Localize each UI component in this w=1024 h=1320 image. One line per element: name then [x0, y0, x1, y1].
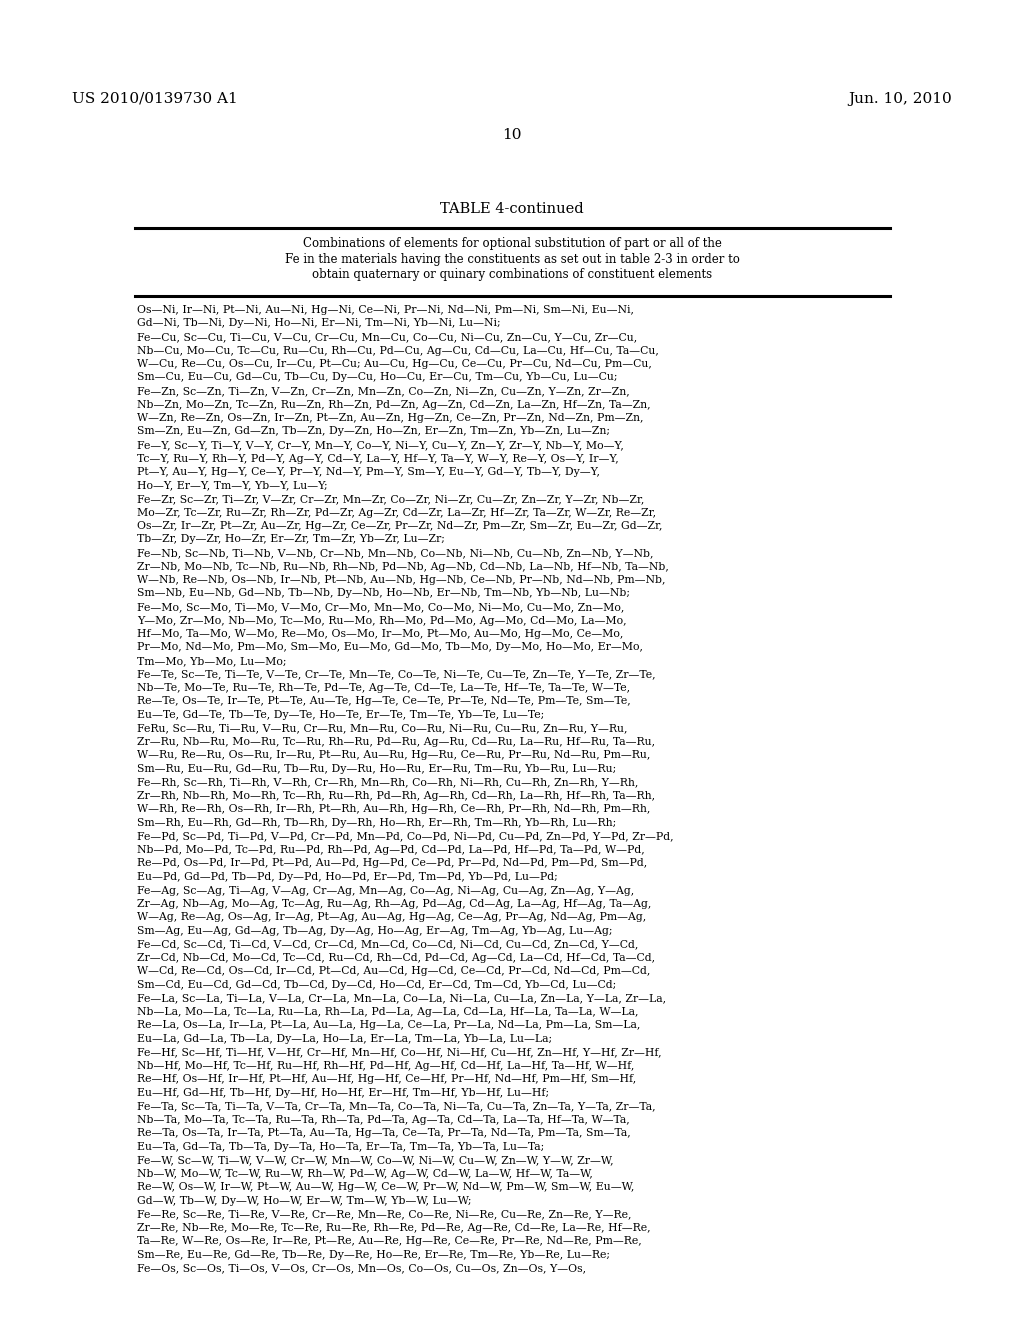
- Text: Eu—Ta, Gd—Ta, Tb—Ta, Dy—Ta, Ho—Ta, Er—Ta, Tm—Ta, Yb—Ta, Lu—Ta;: Eu—Ta, Gd—Ta, Tb—Ta, Dy—Ta, Ho—Ta, Er—Ta…: [137, 1142, 544, 1152]
- Text: 10: 10: [502, 128, 522, 143]
- Text: Sm—Nb, Eu—Nb, Gd—Nb, Tb—Nb, Dy—Nb, Ho—Nb, Er—Nb, Tm—Nb, Yb—Nb, Lu—Nb;: Sm—Nb, Eu—Nb, Gd—Nb, Tb—Nb, Dy—Nb, Ho—Nb…: [137, 589, 630, 598]
- Text: Fe—Te, Sc—Te, Ti—Te, V—Te, Cr—Te, Mn—Te, Co—Te, Ni—Te, Cu—Te, Zn—Te, Y—Te, Zr—Te: Fe—Te, Sc—Te, Ti—Te, V—Te, Cr—Te, Mn—Te,…: [137, 669, 655, 680]
- Text: Pt—Y, Au—Y, Hg—Y, Ce—Y, Pr—Y, Nd—Y, Pm—Y, Sm—Y, Eu—Y, Gd—Y, Tb—Y, Dy—Y,: Pt—Y, Au—Y, Hg—Y, Ce—Y, Pr—Y, Nd—Y, Pm—Y…: [137, 467, 600, 477]
- Text: Ho—Y, Er—Y, Tm—Y, Yb—Y, Lu—Y;: Ho—Y, Er—Y, Tm—Y, Yb—Y, Lu—Y;: [137, 480, 328, 491]
- Text: W—Rh, Re—Rh, Os—Rh, Ir—Rh, Pt—Rh, Au—Rh, Hg—Rh, Ce—Rh, Pr—Rh, Nd—Rh, Pm—Rh,: W—Rh, Re—Rh, Os—Rh, Ir—Rh, Pt—Rh, Au—Rh,…: [137, 804, 650, 814]
- Text: Gd—Ni, Tb—Ni, Dy—Ni, Ho—Ni, Er—Ni, Tm—Ni, Yb—Ni, Lu—Ni;: Gd—Ni, Tb—Ni, Dy—Ni, Ho—Ni, Er—Ni, Tm—Ni…: [137, 318, 501, 329]
- Text: Nb—Ta, Mo—Ta, Tc—Ta, Ru—Ta, Rh—Ta, Pd—Ta, Ag—Ta, Cd—Ta, La—Ta, Hf—Ta, W—Ta,: Nb—Ta, Mo—Ta, Tc—Ta, Ru—Ta, Rh—Ta, Pd—Ta…: [137, 1115, 630, 1125]
- Text: Fe—Nb, Sc—Nb, Ti—Nb, V—Nb, Cr—Nb, Mn—Nb, Co—Nb, Ni—Nb, Cu—Nb, Zn—Nb, Y—Nb,: Fe—Nb, Sc—Nb, Ti—Nb, V—Nb, Cr—Nb, Mn—Nb,…: [137, 548, 653, 558]
- Text: Gd—W, Tb—W, Dy—W, Ho—W, Er—W, Tm—W, Yb—W, Lu—W;: Gd—W, Tb—W, Dy—W, Ho—W, Er—W, Tm—W, Yb—W…: [137, 1196, 471, 1206]
- Text: Tb—Zr, Dy—Zr, Ho—Zr, Er—Zr, Tm—Zr, Yb—Zr, Lu—Zr;: Tb—Zr, Dy—Zr, Ho—Zr, Er—Zr, Tm—Zr, Yb—Zr…: [137, 535, 444, 544]
- Text: Eu—La, Gd—La, Tb—La, Dy—La, Ho—La, Er—La, Tm—La, Yb—La, Lu—La;: Eu—La, Gd—La, Tb—La, Dy—La, Ho—La, Er—La…: [137, 1034, 552, 1044]
- Text: Zr—Re, Nb—Re, Mo—Re, Tc—Re, Ru—Re, Rh—Re, Pd—Re, Ag—Re, Cd—Re, La—Re, Hf—Re,: Zr—Re, Nb—Re, Mo—Re, Tc—Re, Ru—Re, Rh—Re…: [137, 1224, 650, 1233]
- Text: Sm—Zn, Eu—Zn, Gd—Zn, Tb—Zn, Dy—Zn, Ho—Zn, Er—Zn, Tm—Zn, Yb—Zn, Lu—Zn;: Sm—Zn, Eu—Zn, Gd—Zn, Tb—Zn, Dy—Zn, Ho—Zn…: [137, 426, 610, 437]
- Text: Mo—Zr, Tc—Zr, Ru—Zr, Rh—Zr, Pd—Zr, Ag—Zr, Cd—Zr, La—Zr, Hf—Zr, Ta—Zr, W—Zr, Re—Z: Mo—Zr, Tc—Zr, Ru—Zr, Rh—Zr, Pd—Zr, Ag—Zr…: [137, 507, 656, 517]
- Text: Sm—Ru, Eu—Ru, Gd—Ru, Tb—Ru, Dy—Ru, Ho—Ru, Er—Ru, Tm—Ru, Yb—Ru, Lu—Ru;: Sm—Ru, Eu—Ru, Gd—Ru, Tb—Ru, Dy—Ru, Ho—Ru…: [137, 764, 616, 774]
- Text: Pr—Mo, Nd—Mo, Pm—Mo, Sm—Mo, Eu—Mo, Gd—Mo, Tb—Mo, Dy—Mo, Ho—Mo, Er—Mo,: Pr—Mo, Nd—Mo, Pm—Mo, Sm—Mo, Eu—Mo, Gd—Mo…: [137, 643, 643, 652]
- Text: Fe—La, Sc—La, Ti—La, V—La, Cr—La, Mn—La, Co—La, Ni—La, Cu—La, Zn—La, Y—La, Zr—La: Fe—La, Sc—La, Ti—La, V—La, Cr—La, Mn—La,…: [137, 994, 667, 1003]
- Text: Fe—Ta, Sc—Ta, Ti—Ta, V—Ta, Cr—Ta, Mn—Ta, Co—Ta, Ni—Ta, Cu—Ta, Zn—Ta, Y—Ta, Zr—Ta: Fe—Ta, Sc—Ta, Ti—Ta, V—Ta, Cr—Ta, Mn—Ta,…: [137, 1101, 655, 1111]
- Text: Re—W, Os—W, Ir—W, Pt—W, Au—W, Hg—W, Ce—W, Pr—W, Nd—W, Pm—W, Sm—W, Eu—W,: Re—W, Os—W, Ir—W, Pt—W, Au—W, Hg—W, Ce—W…: [137, 1183, 635, 1192]
- Text: Os—Ni, Ir—Ni, Pt—Ni, Au—Ni, Hg—Ni, Ce—Ni, Pr—Ni, Nd—Ni, Pm—Ni, Sm—Ni, Eu—Ni,: Os—Ni, Ir—Ni, Pt—Ni, Au—Ni, Hg—Ni, Ce—Ni…: [137, 305, 634, 315]
- Text: Fe—Mo, Sc—Mo, Ti—Mo, V—Mo, Cr—Mo, Mn—Mo, Co—Mo, Ni—Mo, Cu—Mo, Zn—Mo,: Fe—Mo, Sc—Mo, Ti—Mo, V—Mo, Cr—Mo, Mn—Mo,…: [137, 602, 625, 612]
- Text: Re—Ta, Os—Ta, Ir—Ta, Pt—Ta, Au—Ta, Hg—Ta, Ce—Ta, Pr—Ta, Nd—Ta, Pm—Ta, Sm—Ta,: Re—Ta, Os—Ta, Ir—Ta, Pt—Ta, Au—Ta, Hg—Ta…: [137, 1129, 631, 1138]
- Text: W—Zn, Re—Zn, Os—Zn, Ir—Zn, Pt—Zn, Au—Zn, Hg—Zn, Ce—Zn, Pr—Zn, Nd—Zn, Pm—Zn,: W—Zn, Re—Zn, Os—Zn, Ir—Zn, Pt—Zn, Au—Zn,…: [137, 413, 643, 422]
- Text: W—Nb, Re—Nb, Os—Nb, Ir—Nb, Pt—Nb, Au—Nb, Hg—Nb, Ce—Nb, Pr—Nb, Nd—Nb, Pm—Nb,: W—Nb, Re—Nb, Os—Nb, Ir—Nb, Pt—Nb, Au—Nb,…: [137, 576, 666, 585]
- Text: Nb—Cu, Mo—Cu, Tc—Cu, Ru—Cu, Rh—Cu, Pd—Cu, Ag—Cu, Cd—Cu, La—Cu, Hf—Cu, Ta—Cu,: Nb—Cu, Mo—Cu, Tc—Cu, Ru—Cu, Rh—Cu, Pd—Cu…: [137, 346, 658, 355]
- Text: TABLE 4-continued: TABLE 4-continued: [440, 202, 584, 216]
- Text: obtain quaternary or quinary combinations of constituent elements: obtain quaternary or quinary combination…: [312, 268, 712, 281]
- Text: Fe—Zr, Sc—Zr, Ti—Zr, V—Zr, Cr—Zr, Mn—Zr, Co—Zr, Ni—Zr, Cu—Zr, Zn—Zr, Y—Zr, Nb—Zr: Fe—Zr, Sc—Zr, Ti—Zr, V—Zr, Cr—Zr, Mn—Zr,…: [137, 494, 644, 504]
- Text: Re—Hf, Os—Hf, Ir—Hf, Pt—Hf, Au—Hf, Hg—Hf, Ce—Hf, Pr—Hf, Nd—Hf, Pm—Hf, Sm—Hf,: Re—Hf, Os—Hf, Ir—Hf, Pt—Hf, Au—Hf, Hg—Hf…: [137, 1074, 636, 1085]
- Text: Sm—Re, Eu—Re, Gd—Re, Tb—Re, Dy—Re, Ho—Re, Er—Re, Tm—Re, Yb—Re, Lu—Re;: Sm—Re, Eu—Re, Gd—Re, Tb—Re, Dy—Re, Ho—Re…: [137, 1250, 610, 1261]
- Text: Nb—W, Mo—W, Tc—W, Ru—W, Rh—W, Pd—W, Ag—W, Cd—W, La—W, Hf—W, Ta—W,: Nb—W, Mo—W, Tc—W, Ru—W, Rh—W, Pd—W, Ag—W…: [137, 1170, 593, 1179]
- Text: Sm—Ag, Eu—Ag, Gd—Ag, Tb—Ag, Dy—Ag, Ho—Ag, Er—Ag, Tm—Ag, Yb—Ag, Lu—Ag;: Sm—Ag, Eu—Ag, Gd—Ag, Tb—Ag, Dy—Ag, Ho—Ag…: [137, 927, 612, 936]
- Text: Nb—Te, Mo—Te, Ru—Te, Rh—Te, Pd—Te, Ag—Te, Cd—Te, La—Te, Hf—Te, Ta—Te, W—Te,: Nb—Te, Mo—Te, Ru—Te, Rh—Te, Pd—Te, Ag—Te…: [137, 682, 630, 693]
- Text: Ta—Re, W—Re, Os—Re, Ir—Re, Pt—Re, Au—Re, Hg—Re, Ce—Re, Pr—Re, Nd—Re, Pm—Re,: Ta—Re, W—Re, Os—Re, Ir—Re, Pt—Re, Au—Re,…: [137, 1237, 642, 1246]
- Text: Sm—Rh, Eu—Rh, Gd—Rh, Tb—Rh, Dy—Rh, Ho—Rh, Er—Rh, Tm—Rh, Yb—Rh, Lu—Rh;: Sm—Rh, Eu—Rh, Gd—Rh, Tb—Rh, Dy—Rh, Ho—Rh…: [137, 818, 616, 828]
- Text: Eu—Pd, Gd—Pd, Tb—Pd, Dy—Pd, Ho—Pd, Er—Pd, Tm—Pd, Yb—Pd, Lu—Pd;: Eu—Pd, Gd—Pd, Tb—Pd, Dy—Pd, Ho—Pd, Er—Pd…: [137, 873, 558, 882]
- Text: Nb—Zn, Mo—Zn, Tc—Zn, Ru—Zn, Rh—Zn, Pd—Zn, Ag—Zn, Cd—Zn, La—Zn, Hf—Zn, Ta—Zn,: Nb—Zn, Mo—Zn, Tc—Zn, Ru—Zn, Rh—Zn, Pd—Zn…: [137, 400, 650, 409]
- Text: Fe—Zn, Sc—Zn, Ti—Zn, V—Zn, Cr—Zn, Mn—Zn, Co—Zn, Ni—Zn, Cu—Zn, Y—Zn, Zr—Zn,: Fe—Zn, Sc—Zn, Ti—Zn, V—Zn, Cr—Zn, Mn—Zn,…: [137, 385, 630, 396]
- Text: Sm—Cd, Eu—Cd, Gd—Cd, Tb—Cd, Dy—Cd, Ho—Cd, Er—Cd, Tm—Cd, Yb—Cd, Lu—Cd;: Sm—Cd, Eu—Cd, Gd—Cd, Tb—Cd, Dy—Cd, Ho—Cd…: [137, 979, 616, 990]
- Text: Fe—Hf, Sc—Hf, Ti—Hf, V—Hf, Cr—Hf, Mn—Hf, Co—Hf, Ni—Hf, Cu—Hf, Zn—Hf, Y—Hf, Zr—Hf: Fe—Hf, Sc—Hf, Ti—Hf, V—Hf, Cr—Hf, Mn—Hf,…: [137, 1048, 662, 1057]
- Text: Fe—Cd, Sc—Cd, Ti—Cd, V—Cd, Cr—Cd, Mn—Cd, Co—Cd, Ni—Cd, Cu—Cd, Zn—Cd, Y—Cd,: Fe—Cd, Sc—Cd, Ti—Cd, V—Cd, Cr—Cd, Mn—Cd,…: [137, 940, 638, 949]
- Text: Zr—Ru, Nb—Ru, Mo—Ru, Tc—Ru, Rh—Ru, Pd—Ru, Ag—Ru, Cd—Ru, La—Ru, Hf—Ru, Ta—Ru,: Zr—Ru, Nb—Ru, Mo—Ru, Tc—Ru, Rh—Ru, Pd—Ru…: [137, 737, 655, 747]
- Text: Fe—Ag, Sc—Ag, Ti—Ag, V—Ag, Cr—Ag, Mn—Ag, Co—Ag, Ni—Ag, Cu—Ag, Zn—Ag, Y—Ag,: Fe—Ag, Sc—Ag, Ti—Ag, V—Ag, Cr—Ag, Mn—Ag,…: [137, 886, 634, 895]
- Text: W—Ru, Re—Ru, Os—Ru, Ir—Ru, Pt—Ru, Au—Ru, Hg—Ru, Ce—Ru, Pr—Ru, Nd—Ru, Pm—Ru,: W—Ru, Re—Ru, Os—Ru, Ir—Ru, Pt—Ru, Au—Ru,…: [137, 751, 650, 760]
- Text: Hf—Mo, Ta—Mo, W—Mo, Re—Mo, Os—Mo, Ir—Mo, Pt—Mo, Au—Mo, Hg—Mo, Ce—Mo,: Hf—Mo, Ta—Mo, W—Mo, Re—Mo, Os—Mo, Ir—Mo,…: [137, 630, 624, 639]
- Text: Fe—Pd, Sc—Pd, Ti—Pd, V—Pd, Cr—Pd, Mn—Pd, Co—Pd, Ni—Pd, Cu—Pd, Zn—Pd, Y—Pd, Zr—Pd: Fe—Pd, Sc—Pd, Ti—Pd, V—Pd, Cr—Pd, Mn—Pd,…: [137, 832, 674, 842]
- Text: W—Ag, Re—Ag, Os—Ag, Ir—Ag, Pt—Ag, Au—Ag, Hg—Ag, Ce—Ag, Pr—Ag, Nd—Ag, Pm—Ag,: W—Ag, Re—Ag, Os—Ag, Ir—Ag, Pt—Ag, Au—Ag,…: [137, 912, 646, 923]
- Text: Fe—W, Sc—W, Ti—W, V—W, Cr—W, Mn—W, Co—W, Ni—W, Cu—W, Zn—W, Y—W, Zr—W,: Fe—W, Sc—W, Ti—W, V—W, Cr—W, Mn—W, Co—W,…: [137, 1155, 613, 1166]
- Text: Nb—La, Mo—La, Tc—La, Ru—La, Rh—La, Pd—La, Ag—La, Cd—La, Hf—La, Ta—La, W—La,: Nb—La, Mo—La, Tc—La, Ru—La, Rh—La, Pd—La…: [137, 1007, 639, 1016]
- Text: Eu—Te, Gd—Te, Tb—Te, Dy—Te, Ho—Te, Er—Te, Tm—Te, Yb—Te, Lu—Te;: Eu—Te, Gd—Te, Tb—Te, Dy—Te, Ho—Te, Er—Te…: [137, 710, 544, 719]
- Text: Fe—Y, Sc—Y, Ti—Y, V—Y, Cr—Y, Mn—Y, Co—Y, Ni—Y, Cu—Y, Zn—Y, Zr—Y, Nb—Y, Mo—Y,: Fe—Y, Sc—Y, Ti—Y, V—Y, Cr—Y, Mn—Y, Co—Y,…: [137, 440, 624, 450]
- Text: Fe—Rh, Sc—Rh, Ti—Rh, V—Rh, Cr—Rh, Mn—Rh, Co—Rh, Ni—Rh, Cu—Rh, Zn—Rh, Y—Rh,: Fe—Rh, Sc—Rh, Ti—Rh, V—Rh, Cr—Rh, Mn—Rh,…: [137, 777, 638, 788]
- Text: Fe—Cu, Sc—Cu, Ti—Cu, V—Cu, Cr—Cu, Mn—Cu, Co—Cu, Ni—Cu, Zn—Cu, Y—Cu, Zr—Cu,: Fe—Cu, Sc—Cu, Ti—Cu, V—Cu, Cr—Cu, Mn—Cu,…: [137, 333, 637, 342]
- Text: W—Cu, Re—Cu, Os—Cu, Ir—Cu, Pt—Cu; Au—Cu, Hg—Cu, Ce—Cu, Pr—Cu, Nd—Cu, Pm—Cu,: W—Cu, Re—Cu, Os—Cu, Ir—Cu, Pt—Cu; Au—Cu,…: [137, 359, 652, 370]
- Text: Os—Zr, Ir—Zr, Pt—Zr, Au—Zr, Hg—Zr, Ce—Zr, Pr—Zr, Nd—Zr, Pm—Zr, Sm—Zr, Eu—Zr, Gd—: Os—Zr, Ir—Zr, Pt—Zr, Au—Zr, Hg—Zr, Ce—Zr…: [137, 521, 663, 531]
- Text: Zr—Rh, Nb—Rh, Mo—Rh, Tc—Rh, Ru—Rh, Pd—Rh, Ag—Rh, Cd—Rh, La—Rh, Hf—Rh, Ta—Rh,: Zr—Rh, Nb—Rh, Mo—Rh, Tc—Rh, Ru—Rh, Pd—Rh…: [137, 791, 655, 801]
- Text: Nb—Hf, Mo—Hf, Tc—Hf, Ru—Hf, Rh—Hf, Pd—Hf, Ag—Hf, Cd—Hf, La—Hf, Ta—Hf, W—Hf,: Nb—Hf, Mo—Hf, Tc—Hf, Ru—Hf, Rh—Hf, Pd—Hf…: [137, 1061, 635, 1071]
- Text: Tc—Y, Ru—Y, Rh—Y, Pd—Y, Ag—Y, Cd—Y, La—Y, Hf—Y, Ta—Y, W—Y, Re—Y, Os—Y, Ir—Y,: Tc—Y, Ru—Y, Rh—Y, Pd—Y, Ag—Y, Cd—Y, La—Y…: [137, 454, 618, 463]
- Text: Re—Te, Os—Te, Ir—Te, Pt—Te, Au—Te, Hg—Te, Ce—Te, Pr—Te, Nd—Te, Pm—Te, Sm—Te,: Re—Te, Os—Te, Ir—Te, Pt—Te, Au—Te, Hg—Te…: [137, 697, 631, 706]
- Text: Combinations of elements for optional substitution of part or all of the: Combinations of elements for optional su…: [302, 238, 722, 249]
- Text: Re—Pd, Os—Pd, Ir—Pd, Pt—Pd, Au—Pd, Hg—Pd, Ce—Pd, Pr—Pd, Nd—Pd, Pm—Pd, Sm—Pd,: Re—Pd, Os—Pd, Ir—Pd, Pt—Pd, Au—Pd, Hg—Pd…: [137, 858, 647, 869]
- Text: Re—La, Os—La, Ir—La, Pt—La, Au—La, Hg—La, Ce—La, Pr—La, Nd—La, Pm—La, Sm—La,: Re—La, Os—La, Ir—La, Pt—La, Au—La, Hg—La…: [137, 1020, 640, 1031]
- Text: Tm—Mo, Yb—Mo, Lu—Mo;: Tm—Mo, Yb—Mo, Lu—Mo;: [137, 656, 287, 667]
- Text: Jun. 10, 2010: Jun. 10, 2010: [848, 92, 952, 106]
- Text: Fe—Os, Sc—Os, Ti—Os, V—Os, Cr—Os, Mn—Os, Co—Os, Cu—Os, Zn—Os, Y—Os,: Fe—Os, Sc—Os, Ti—Os, V—Os, Cr—Os, Mn—Os,…: [137, 1263, 586, 1274]
- Text: US 2010/0139730 A1: US 2010/0139730 A1: [72, 92, 238, 106]
- Text: Fe in the materials having the constituents as set out in table 2-3 in order to: Fe in the materials having the constitue…: [285, 252, 739, 265]
- Text: Zr—Ag, Nb—Ag, Mo—Ag, Tc—Ag, Ru—Ag, Rh—Ag, Pd—Ag, Cd—Ag, La—Ag, Hf—Ag, Ta—Ag,: Zr—Ag, Nb—Ag, Mo—Ag, Tc—Ag, Ru—Ag, Rh—Ag…: [137, 899, 651, 909]
- Text: Zr—Nb, Mo—Nb, Tc—Nb, Ru—Nb, Rh—Nb, Pd—Nb, Ag—Nb, Cd—Nb, La—Nb, Hf—Nb, Ta—Nb,: Zr—Nb, Mo—Nb, Tc—Nb, Ru—Nb, Rh—Nb, Pd—Nb…: [137, 561, 669, 572]
- Text: Sm—Cu, Eu—Cu, Gd—Cu, Tb—Cu, Dy—Cu, Ho—Cu, Er—Cu, Tm—Cu, Yb—Cu, Lu—Cu;: Sm—Cu, Eu—Cu, Gd—Cu, Tb—Cu, Dy—Cu, Ho—Cu…: [137, 372, 617, 383]
- Text: FeRu, Sc—Ru, Ti—Ru, V—Ru, Cr—Ru, Mn—Ru, Co—Ru, Ni—Ru, Cu—Ru, Zn—Ru, Y—Ru,: FeRu, Sc—Ru, Ti—Ru, V—Ru, Cr—Ru, Mn—Ru, …: [137, 723, 628, 734]
- Text: Y—Mo, Zr—Mo, Nb—Mo, Tc—Mo, Ru—Mo, Rh—Mo, Pd—Mo, Ag—Mo, Cd—Mo, La—Mo,: Y—Mo, Zr—Mo, Nb—Mo, Tc—Mo, Ru—Mo, Rh—Mo,…: [137, 615, 627, 626]
- Text: Nb—Pd, Mo—Pd, Tc—Pd, Ru—Pd, Rh—Pd, Ag—Pd, Cd—Pd, La—Pd, Hf—Pd, Ta—Pd, W—Pd,: Nb—Pd, Mo—Pd, Tc—Pd, Ru—Pd, Rh—Pd, Ag—Pd…: [137, 845, 645, 855]
- Text: Eu—Hf, Gd—Hf, Tb—Hf, Dy—Hf, Ho—Hf, Er—Hf, Tm—Hf, Yb—Hf, Lu—Hf;: Eu—Hf, Gd—Hf, Tb—Hf, Dy—Hf, Ho—Hf, Er—Hf…: [137, 1088, 549, 1098]
- Text: W—Cd, Re—Cd, Os—Cd, Ir—Cd, Pt—Cd, Au—Cd, Hg—Cd, Ce—Cd, Pr—Cd, Nd—Cd, Pm—Cd,: W—Cd, Re—Cd, Os—Cd, Ir—Cd, Pt—Cd, Au—Cd,…: [137, 966, 650, 977]
- Text: Zr—Cd, Nb—Cd, Mo—Cd, Tc—Cd, Ru—Cd, Rh—Cd, Pd—Cd, Ag—Cd, La—Cd, Hf—Cd, Ta—Cd,: Zr—Cd, Nb—Cd, Mo—Cd, Tc—Cd, Ru—Cd, Rh—Cd…: [137, 953, 655, 964]
- Text: Fe—Re, Sc—Re, Ti—Re, V—Re, Cr—Re, Mn—Re, Co—Re, Ni—Re, Cu—Re, Zn—Re, Y—Re,: Fe—Re, Sc—Re, Ti—Re, V—Re, Cr—Re, Mn—Re,…: [137, 1209, 632, 1220]
